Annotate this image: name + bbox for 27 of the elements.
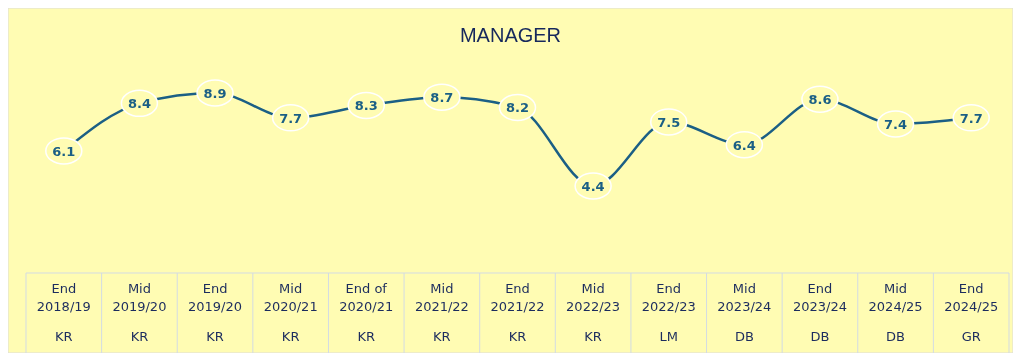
x-tick-label: End 2023/24 DB [792, 281, 847, 344]
x-tick-label: End 2024/25 GR [944, 281, 999, 344]
x-tick-label: Mid 2020/21 KR [263, 281, 318, 344]
x-tick-label: Mid 2019/20 KR [112, 281, 167, 344]
data-label: 8.4 [127, 96, 151, 112]
data-label: 7.4 [884, 117, 908, 133]
x-tick-label: Mid 2023/24 DB [717, 281, 772, 344]
x-tick-label: Mid 2021/22 KR [414, 281, 469, 344]
data-label: 7.7 [279, 110, 303, 126]
x-tick-label: End of 2020/21 KR [339, 281, 394, 344]
data-label: 7.7 [959, 110, 983, 126]
chart-title: MANAGER [459, 24, 562, 46]
data-label: 6.4 [732, 137, 756, 153]
x-tick-label: End 2022/23 LM [641, 281, 696, 344]
x-tick-label: Mid 2022/23 KR [566, 281, 621, 344]
data-label: 8.7 [430, 90, 454, 106]
data-label: 4.4 [581, 179, 605, 195]
x-tick-label: Mid 2024/25 DB [868, 281, 923, 344]
data-label: 8.6 [808, 92, 832, 108]
data-label: 6.1 [52, 143, 76, 159]
data-label: 7.5 [657, 114, 681, 130]
data-label: 8.2 [505, 100, 530, 116]
x-tick-label: End 2021/22 KR [490, 281, 545, 344]
x-tick-label: End 2019/20 KR [188, 281, 243, 344]
data-label: 8.3 [354, 98, 378, 114]
data-label: 8.9 [203, 86, 227, 101]
x-tick-label: End 2018/19 KR [36, 281, 91, 344]
